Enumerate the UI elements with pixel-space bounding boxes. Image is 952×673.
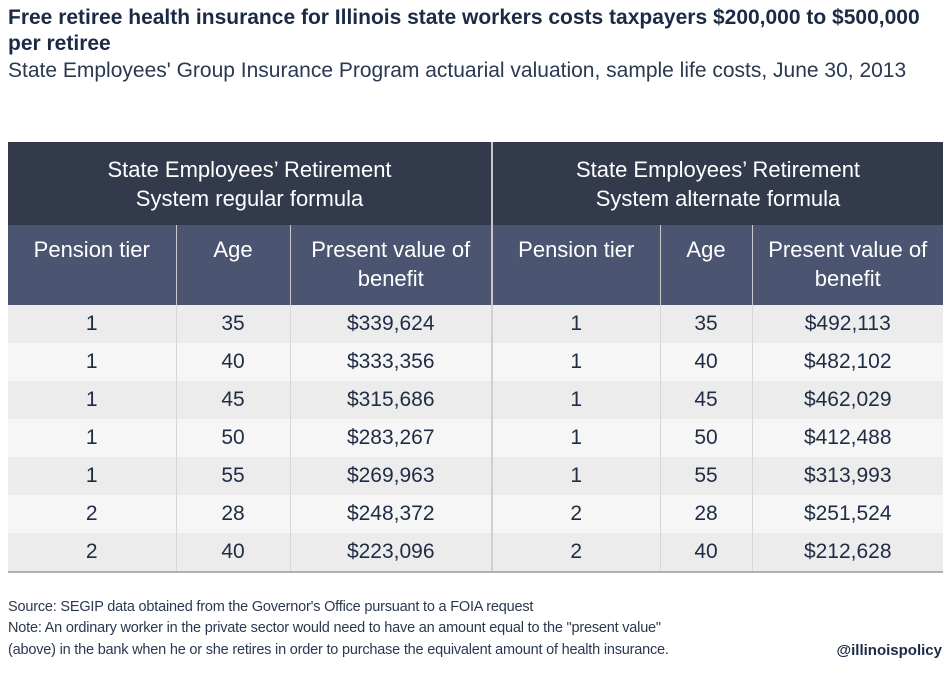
table-cell: 1 [492,457,661,495]
column-header: Age [176,225,291,305]
table-cell: $315,686 [290,381,493,419]
table-cell: 55 [176,457,291,495]
source-note: Source: SEGIP data obtained from the Gov… [8,599,534,615]
social-handle: @illinoispolicy [836,642,942,659]
table-cell: 35 [176,305,291,343]
table-cell: 50 [660,419,753,457]
table-cell: 2 [492,533,661,573]
table-cell: 35 [660,305,753,343]
table-cell: $269,963 [290,457,493,495]
table-cell: $339,624 [290,305,493,343]
column-header: Age [660,225,753,305]
table-cell: 40 [176,533,291,573]
table-row: 1 40 $333,356 1 40 $482,102 [8,343,943,381]
table-cell: 1 [492,419,661,457]
table-cell: $283,267 [290,419,493,457]
table-cell: 2 [8,495,177,533]
column-header: Pension tier [8,225,177,305]
table-cell: 40 [660,533,753,573]
table-row: 1 35 $339,624 1 35 $492,113 [8,305,943,343]
table-cell: 2 [8,533,177,573]
group-header-regular: State Employees’ Retirement System regul… [8,142,493,225]
table-row: 1 55 $269,963 1 55 $313,993 [8,457,943,495]
table-cell: $333,356 [290,343,493,381]
column-header: Present value of benefit [290,225,493,305]
group-header-alternate: State Employees’ Retirement System alter… [492,142,943,225]
table-cell: 40 [176,343,291,381]
chart-title: Free retiree health insurance for Illino… [8,6,920,55]
table-cell: $212,628 [752,533,943,573]
footnote-line-2: (above) in the bank when he or she retir… [8,642,669,658]
table-cell: $248,372 [290,495,493,533]
table-cell: $482,102 [752,343,943,381]
table-row: 1 45 $315,686 1 45 $462,029 [8,381,943,419]
table-cell: 28 [176,495,291,533]
column-header: Present value of benefit [752,225,943,305]
table-cell: 40 [660,343,753,381]
footnote-line-1: Note: An ordinary worker in the private … [8,620,661,636]
table-cell: $313,993 [752,457,943,495]
data-table: State Employees’ Retirement System regul… [8,142,943,573]
table-cell: 50 [176,419,291,457]
table-cell: $462,029 [752,381,943,419]
table-cell: 55 [660,457,753,495]
table-cell: $412,488 [752,419,943,457]
table-cell: 45 [176,381,291,419]
table-cell: 28 [660,495,753,533]
table-cell: 1 [492,381,661,419]
table-row: 2 40 $223,096 2 40 $212,628 [8,533,943,573]
table-cell: 1 [8,381,177,419]
table-cell: 45 [660,381,753,419]
table-row: 2 28 $248,372 2 28 $251,524 [8,495,943,533]
table-cell: 1 [8,343,177,381]
table-row: 1 50 $283,267 1 50 $412,488 [8,419,943,457]
table-cell: 1 [8,305,177,343]
table-cell: 1 [8,457,177,495]
table-cell: $251,524 [752,495,943,533]
table-cell: 1 [8,419,177,457]
table-cell: 1 [492,343,661,381]
chart-subtitle: State Employees' Group Insurance Program… [8,59,907,82]
table-cell: $223,096 [290,533,493,573]
table-cell: 1 [492,305,661,343]
table-cell: $492,113 [752,305,943,343]
column-header: Pension tier [492,225,661,305]
table-cell: 2 [492,495,661,533]
